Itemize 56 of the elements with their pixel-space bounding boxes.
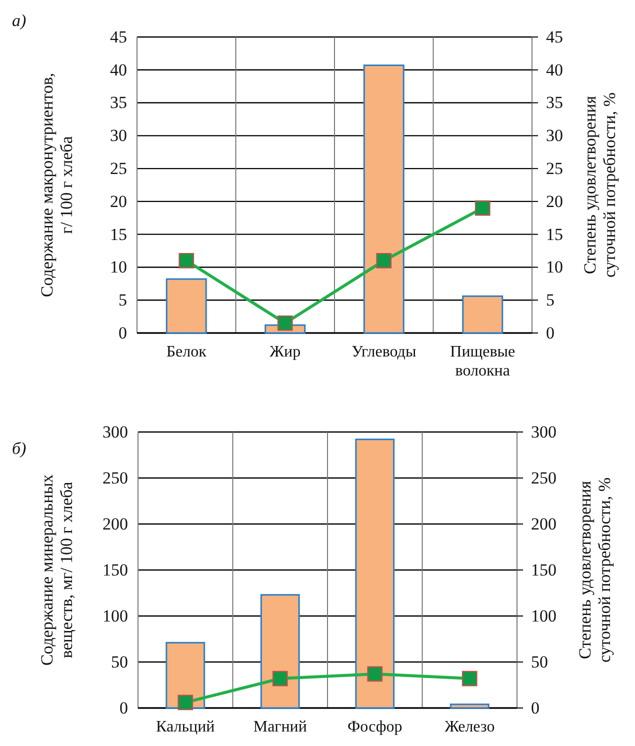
y-tick-label: 35 xyxy=(110,93,127,112)
point xyxy=(178,252,194,268)
x-tick-label: Фосфор xyxy=(348,718,402,736)
y2-tick-label: 10 xyxy=(546,258,563,277)
y-tick-label: 0 xyxy=(120,698,128,718)
point xyxy=(367,666,383,682)
y-tick-label: 30 xyxy=(110,126,127,146)
y2-tick-label: 40 xyxy=(546,60,563,80)
y-tick-label: 40 xyxy=(110,60,127,80)
y2-tick-label: 0 xyxy=(546,323,554,342)
point xyxy=(178,694,194,710)
y-axis-title: Содержание макронутриентов, г/ 100 г хлеба xyxy=(38,72,76,298)
y-tick-label: 50 xyxy=(111,652,128,672)
y-axis-title: Содержание минеральных веществ, мг/ 100 г хлеба xyxy=(38,474,76,666)
y2-tick-label: 35 xyxy=(546,93,563,112)
y2-tick-label: 0 xyxy=(531,698,540,718)
y-tick-label: 45 xyxy=(110,27,127,46)
y-tick-label: 200 xyxy=(102,514,128,534)
y2-tick-label: 150 xyxy=(531,560,556,580)
y2-tick-label: 25 xyxy=(546,158,563,178)
y-tick-label: 150 xyxy=(102,560,128,580)
x-tick-label: Жир xyxy=(270,343,301,360)
y2-axis-title: Степень удовлетворения суточной потребности, % xyxy=(576,477,614,663)
x-tick-label: Кальций xyxy=(156,718,216,736)
chart-title: б) xyxy=(12,439,27,458)
y-tick-label: 300 xyxy=(102,422,128,442)
y-tick-label: 20 xyxy=(110,192,127,211)
point xyxy=(277,315,293,331)
y2-tick-label: 20 xyxy=(546,192,563,211)
point xyxy=(376,252,392,268)
y-tick-label: 0 xyxy=(118,323,127,342)
y-tick-label: 25 xyxy=(110,158,127,178)
chart-title: а) xyxy=(12,11,26,30)
y2-tick-label: 250 xyxy=(531,468,556,488)
y2-tick-label: 300 xyxy=(531,422,556,442)
y-tick-label: 100 xyxy=(102,606,128,626)
y2-tick-label: 100 xyxy=(531,606,556,626)
y2-axis-title: Степень удовлетворения суточной потребности, % xyxy=(580,92,620,278)
y-tick-label: 5 xyxy=(118,290,127,310)
point xyxy=(474,200,490,216)
x-tick-label: Пищевые волокна xyxy=(450,343,516,380)
point xyxy=(462,670,478,686)
point xyxy=(272,670,288,686)
y2-tick-label: 200 xyxy=(531,514,556,534)
y2-tick-label: 15 xyxy=(546,224,563,244)
y-tick-label: 15 xyxy=(110,224,127,244)
y-tick-label: 250 xyxy=(102,468,128,488)
y2-tick-label: 50 xyxy=(531,652,548,672)
y2-tick-label: 30 xyxy=(546,126,563,146)
x-tick-label: Углеводы xyxy=(352,343,416,360)
y2-tick-label: 5 xyxy=(546,290,554,310)
x-tick-label: Магний xyxy=(253,718,308,736)
x-tick-label: Белок xyxy=(166,343,207,360)
x-tick-label: Железо xyxy=(444,718,495,736)
y2-tick-label: 45 xyxy=(546,27,563,46)
y-tick-label: 10 xyxy=(110,258,127,277)
